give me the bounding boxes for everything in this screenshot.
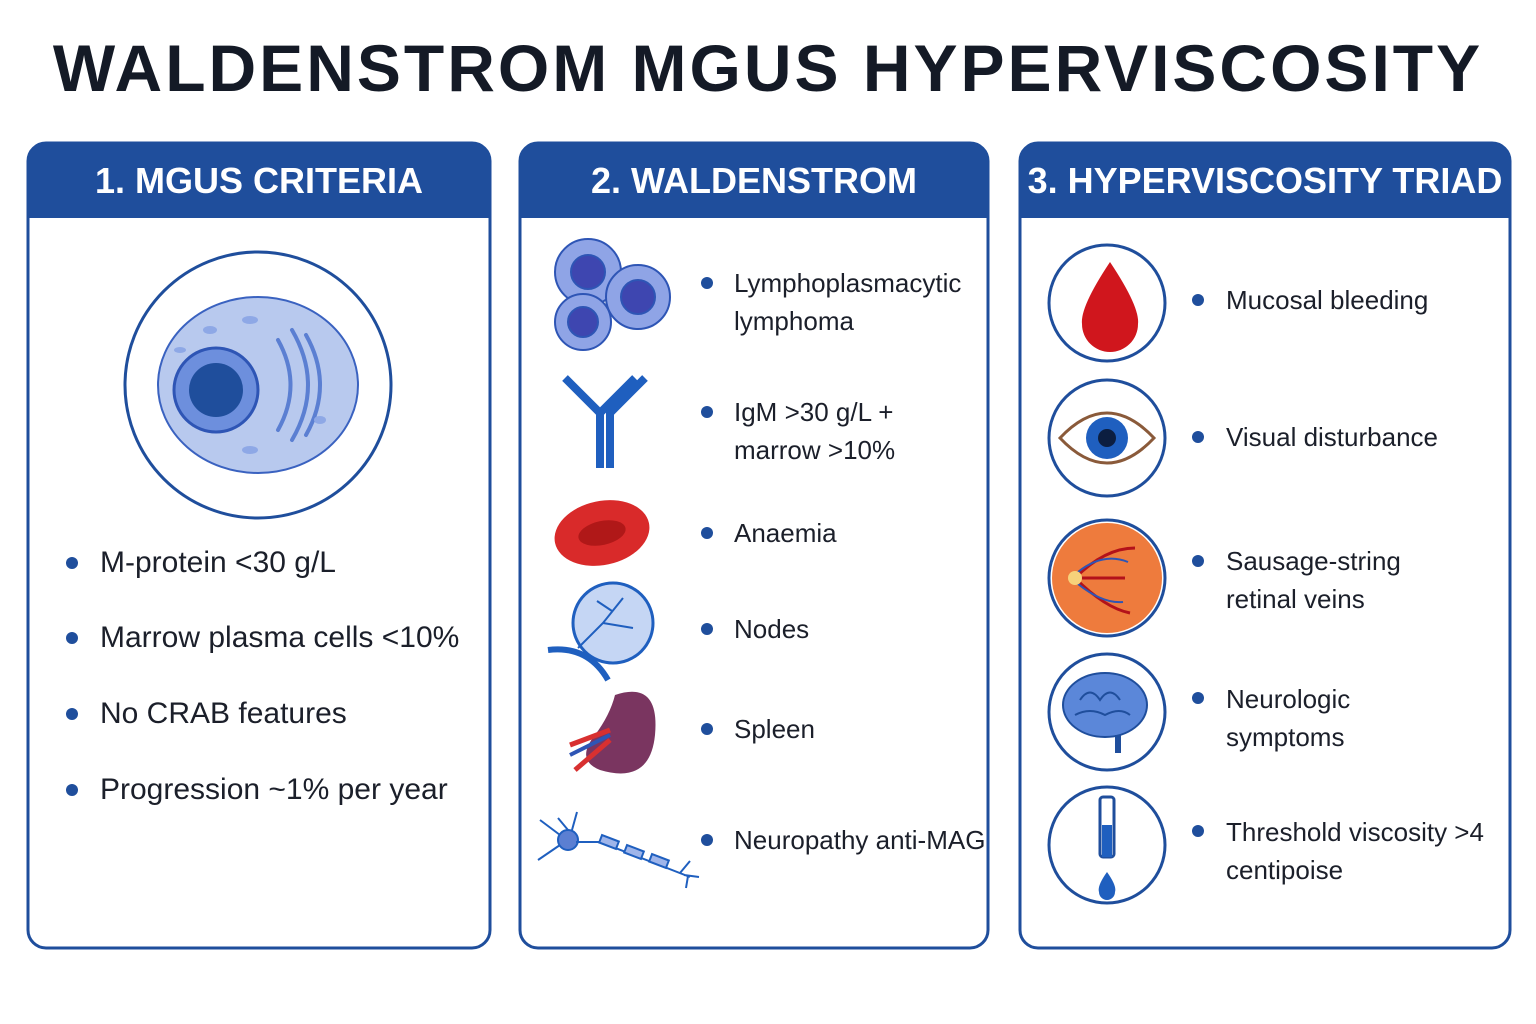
feature-item: Anaemia (734, 518, 837, 548)
panel-headers (28, 143, 1510, 218)
eye-icon (1057, 411, 1157, 465)
antibody-icon (562, 375, 648, 468)
triad-item: Threshold viscosity >4 centipoise (1226, 817, 1484, 885)
panel-heading: 3. HYPERVISCOSITY TRIAD (1027, 160, 1503, 201)
page-title: WALDENSTROM MGUS HYPERVISCOSITY (52, 31, 1484, 105)
viscometer-icon (1098, 795, 1116, 900)
red-cell-icon (554, 500, 650, 566)
feature-item: Spleen (734, 714, 815, 744)
panel-heading: 1. MGUS CRITERIA (94, 160, 424, 201)
feature-item: Lymphoplasmacytic lymphoma (734, 268, 962, 336)
bullets (66, 277, 1204, 846)
criteria-item: Progression ~1% per year (100, 773, 448, 806)
feature-item: IgM >30 g/L + marrow >10% (734, 397, 896, 465)
panel-heading: 2. WALDENSTROM (590, 160, 917, 201)
plasma-cell-icon (123, 250, 393, 520)
feature-item: Neuropathy anti-MAG (734, 825, 986, 855)
criteria-item: No CRAB features (100, 697, 347, 730)
triad-item: Mucosal bleeding (1226, 285, 1429, 315)
lymphocytes-icon (554, 238, 671, 351)
brain-icon (1062, 672, 1148, 753)
triad-item: Neurologic symptoms (1226, 684, 1351, 752)
lymph-node-icon (547, 581, 655, 682)
retina-icon (1052, 523, 1162, 633)
criteria-item: M-protein <30 g/L (100, 546, 336, 579)
feature-item: Nodes (734, 614, 810, 644)
triad-item: Sausage-string retinal veins (1226, 546, 1401, 614)
neuron-icon (537, 811, 700, 889)
spleen-icon (569, 691, 656, 774)
blood-drop-icon (1081, 262, 1139, 352)
criteria-item: Marrow plasma cells <10% (100, 621, 460, 654)
triad-item: Visual disturbance (1226, 422, 1438, 452)
